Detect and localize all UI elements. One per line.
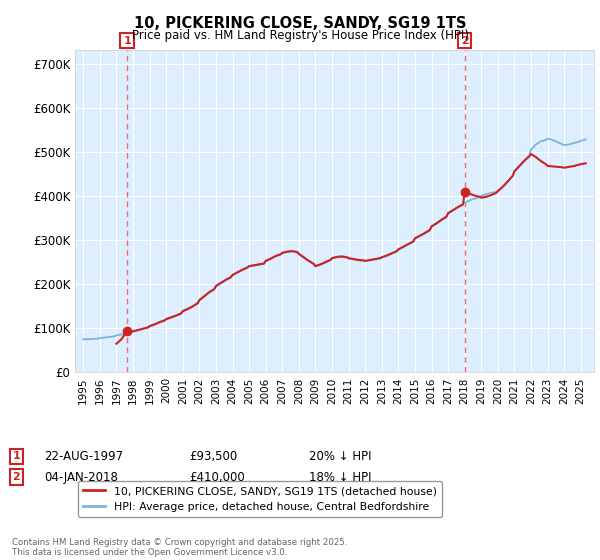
Text: 2: 2 <box>461 36 469 45</box>
Legend: 10, PICKERING CLOSE, SANDY, SG19 1TS (detached house), HPI: Average price, detac: 10, PICKERING CLOSE, SANDY, SG19 1TS (de… <box>78 481 442 517</box>
Text: 2: 2 <box>13 472 20 482</box>
Text: 1: 1 <box>13 451 20 461</box>
Text: £410,000: £410,000 <box>189 470 245 484</box>
Text: 04-JAN-2018: 04-JAN-2018 <box>44 470 118 484</box>
Text: 1: 1 <box>123 36 131 45</box>
Text: Price paid vs. HM Land Registry's House Price Index (HPI): Price paid vs. HM Land Registry's House … <box>131 29 469 42</box>
Text: Contains HM Land Registry data © Crown copyright and database right 2025.
This d: Contains HM Land Registry data © Crown c… <box>12 538 347 557</box>
Text: 10, PICKERING CLOSE, SANDY, SG19 1TS: 10, PICKERING CLOSE, SANDY, SG19 1TS <box>134 16 466 31</box>
Text: 20% ↓ HPI: 20% ↓ HPI <box>309 450 371 463</box>
Text: £93,500: £93,500 <box>189 450 237 463</box>
Text: 18% ↓ HPI: 18% ↓ HPI <box>309 470 371 484</box>
Text: 22-AUG-1997: 22-AUG-1997 <box>44 450 123 463</box>
